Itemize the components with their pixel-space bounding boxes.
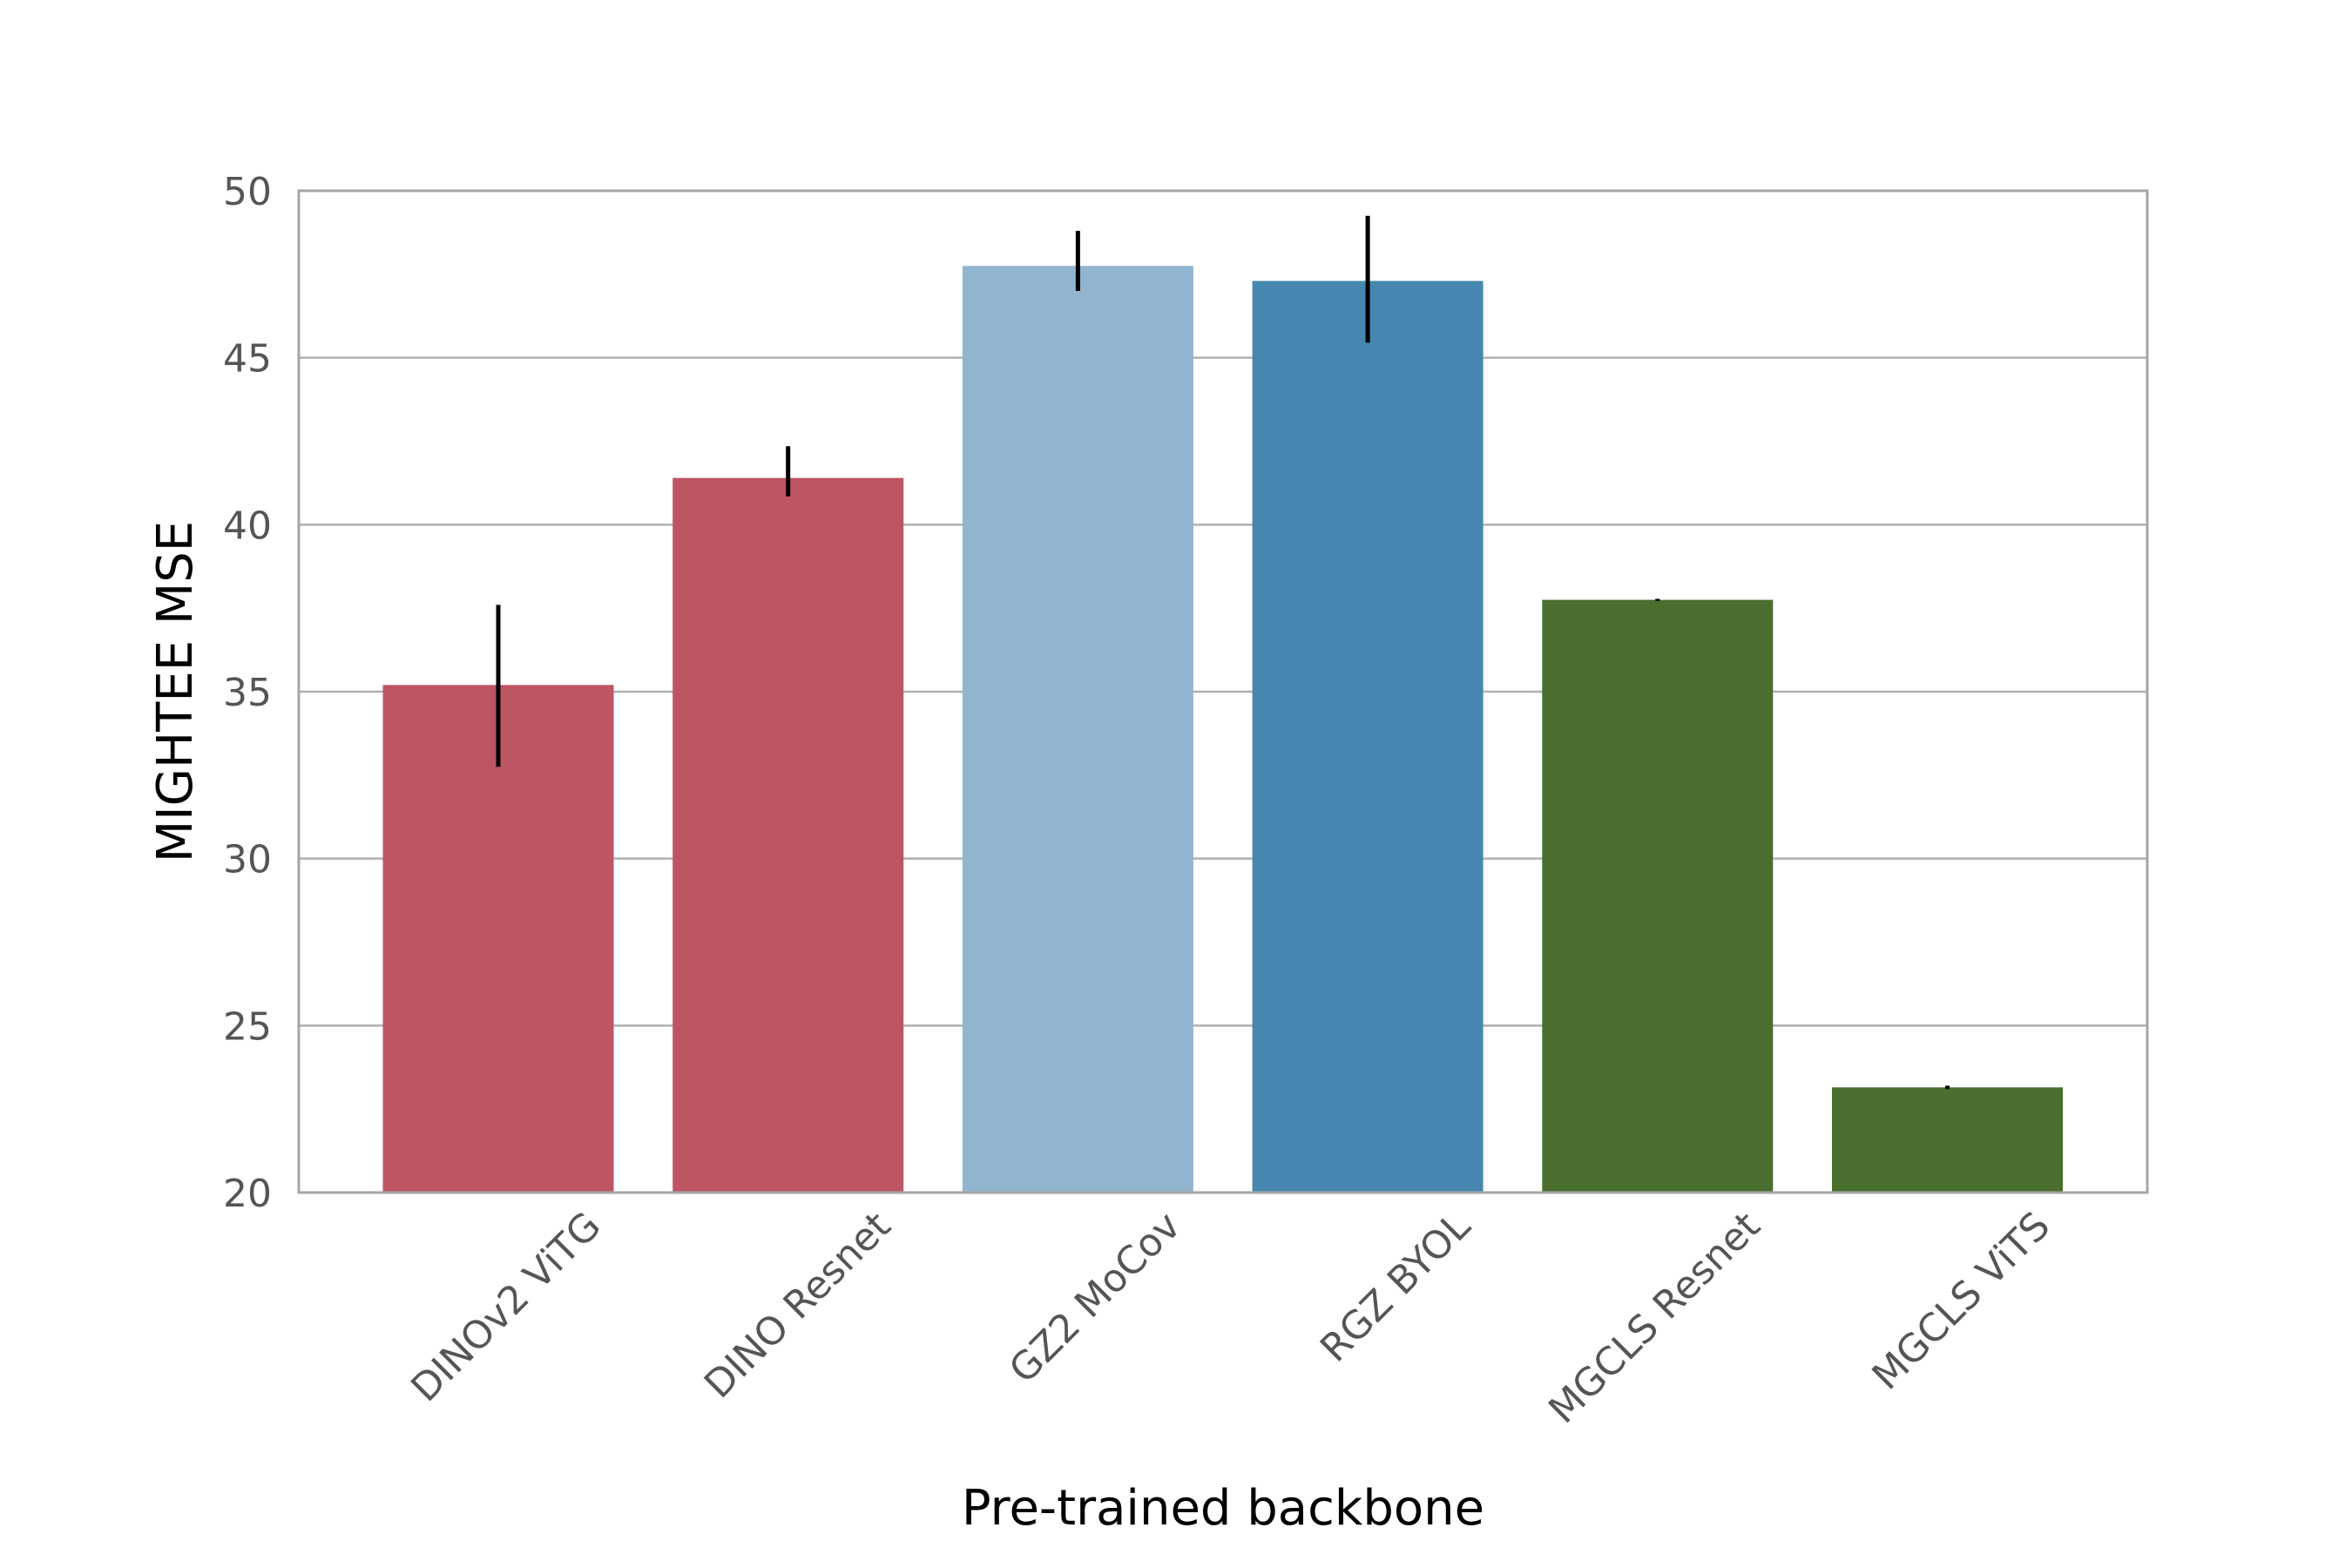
y-tick-label: 20 xyxy=(223,1172,272,1216)
y-tick-label: 50 xyxy=(223,170,272,214)
bar-mgcls-vits xyxy=(1832,1087,2063,1193)
y-axis-title: MIGHTEE MSE xyxy=(147,521,204,862)
y-tick-labels: 20 25 30 35 40 45 50 xyxy=(223,170,272,1216)
x-tick-label: RGZ BYOL xyxy=(1312,1203,1479,1370)
bar-rgz-byol xyxy=(1252,280,1484,1193)
x-tick-label: DINOv2 ViTG xyxy=(402,1204,609,1410)
plot-frame xyxy=(297,189,2149,1194)
bar-dino-resnet xyxy=(672,477,904,1193)
y-tick-label: 25 xyxy=(223,1004,272,1049)
x-tick-label: DINO Resnet xyxy=(696,1204,899,1407)
x-axis-title: Pre-trained backbone xyxy=(962,1480,1484,1537)
bar-mgcls-resnet xyxy=(1542,599,1774,1193)
y-tick-label: 40 xyxy=(223,504,272,548)
bar-gz2-mocov xyxy=(962,266,1193,1193)
bar-dinov2-vitg xyxy=(382,685,614,1193)
error-bars xyxy=(496,215,1950,1090)
bars xyxy=(382,266,2063,1193)
x-tick-label: MGCLS Resnet xyxy=(1540,1204,1768,1432)
y-tick-label: 30 xyxy=(223,838,272,882)
x-tick-label: GZ2 MoCov xyxy=(1001,1204,1189,1392)
x-tick-labels: DINOv2 ViTG DINO Resnet GZ2 MoCov RGZ BYOL M… xyxy=(402,1203,2058,1432)
y-tick-label: 45 xyxy=(223,337,272,382)
x-tick-label: MGCLS ViTS xyxy=(1864,1204,2059,1399)
y-tick-label: 35 xyxy=(223,671,272,715)
